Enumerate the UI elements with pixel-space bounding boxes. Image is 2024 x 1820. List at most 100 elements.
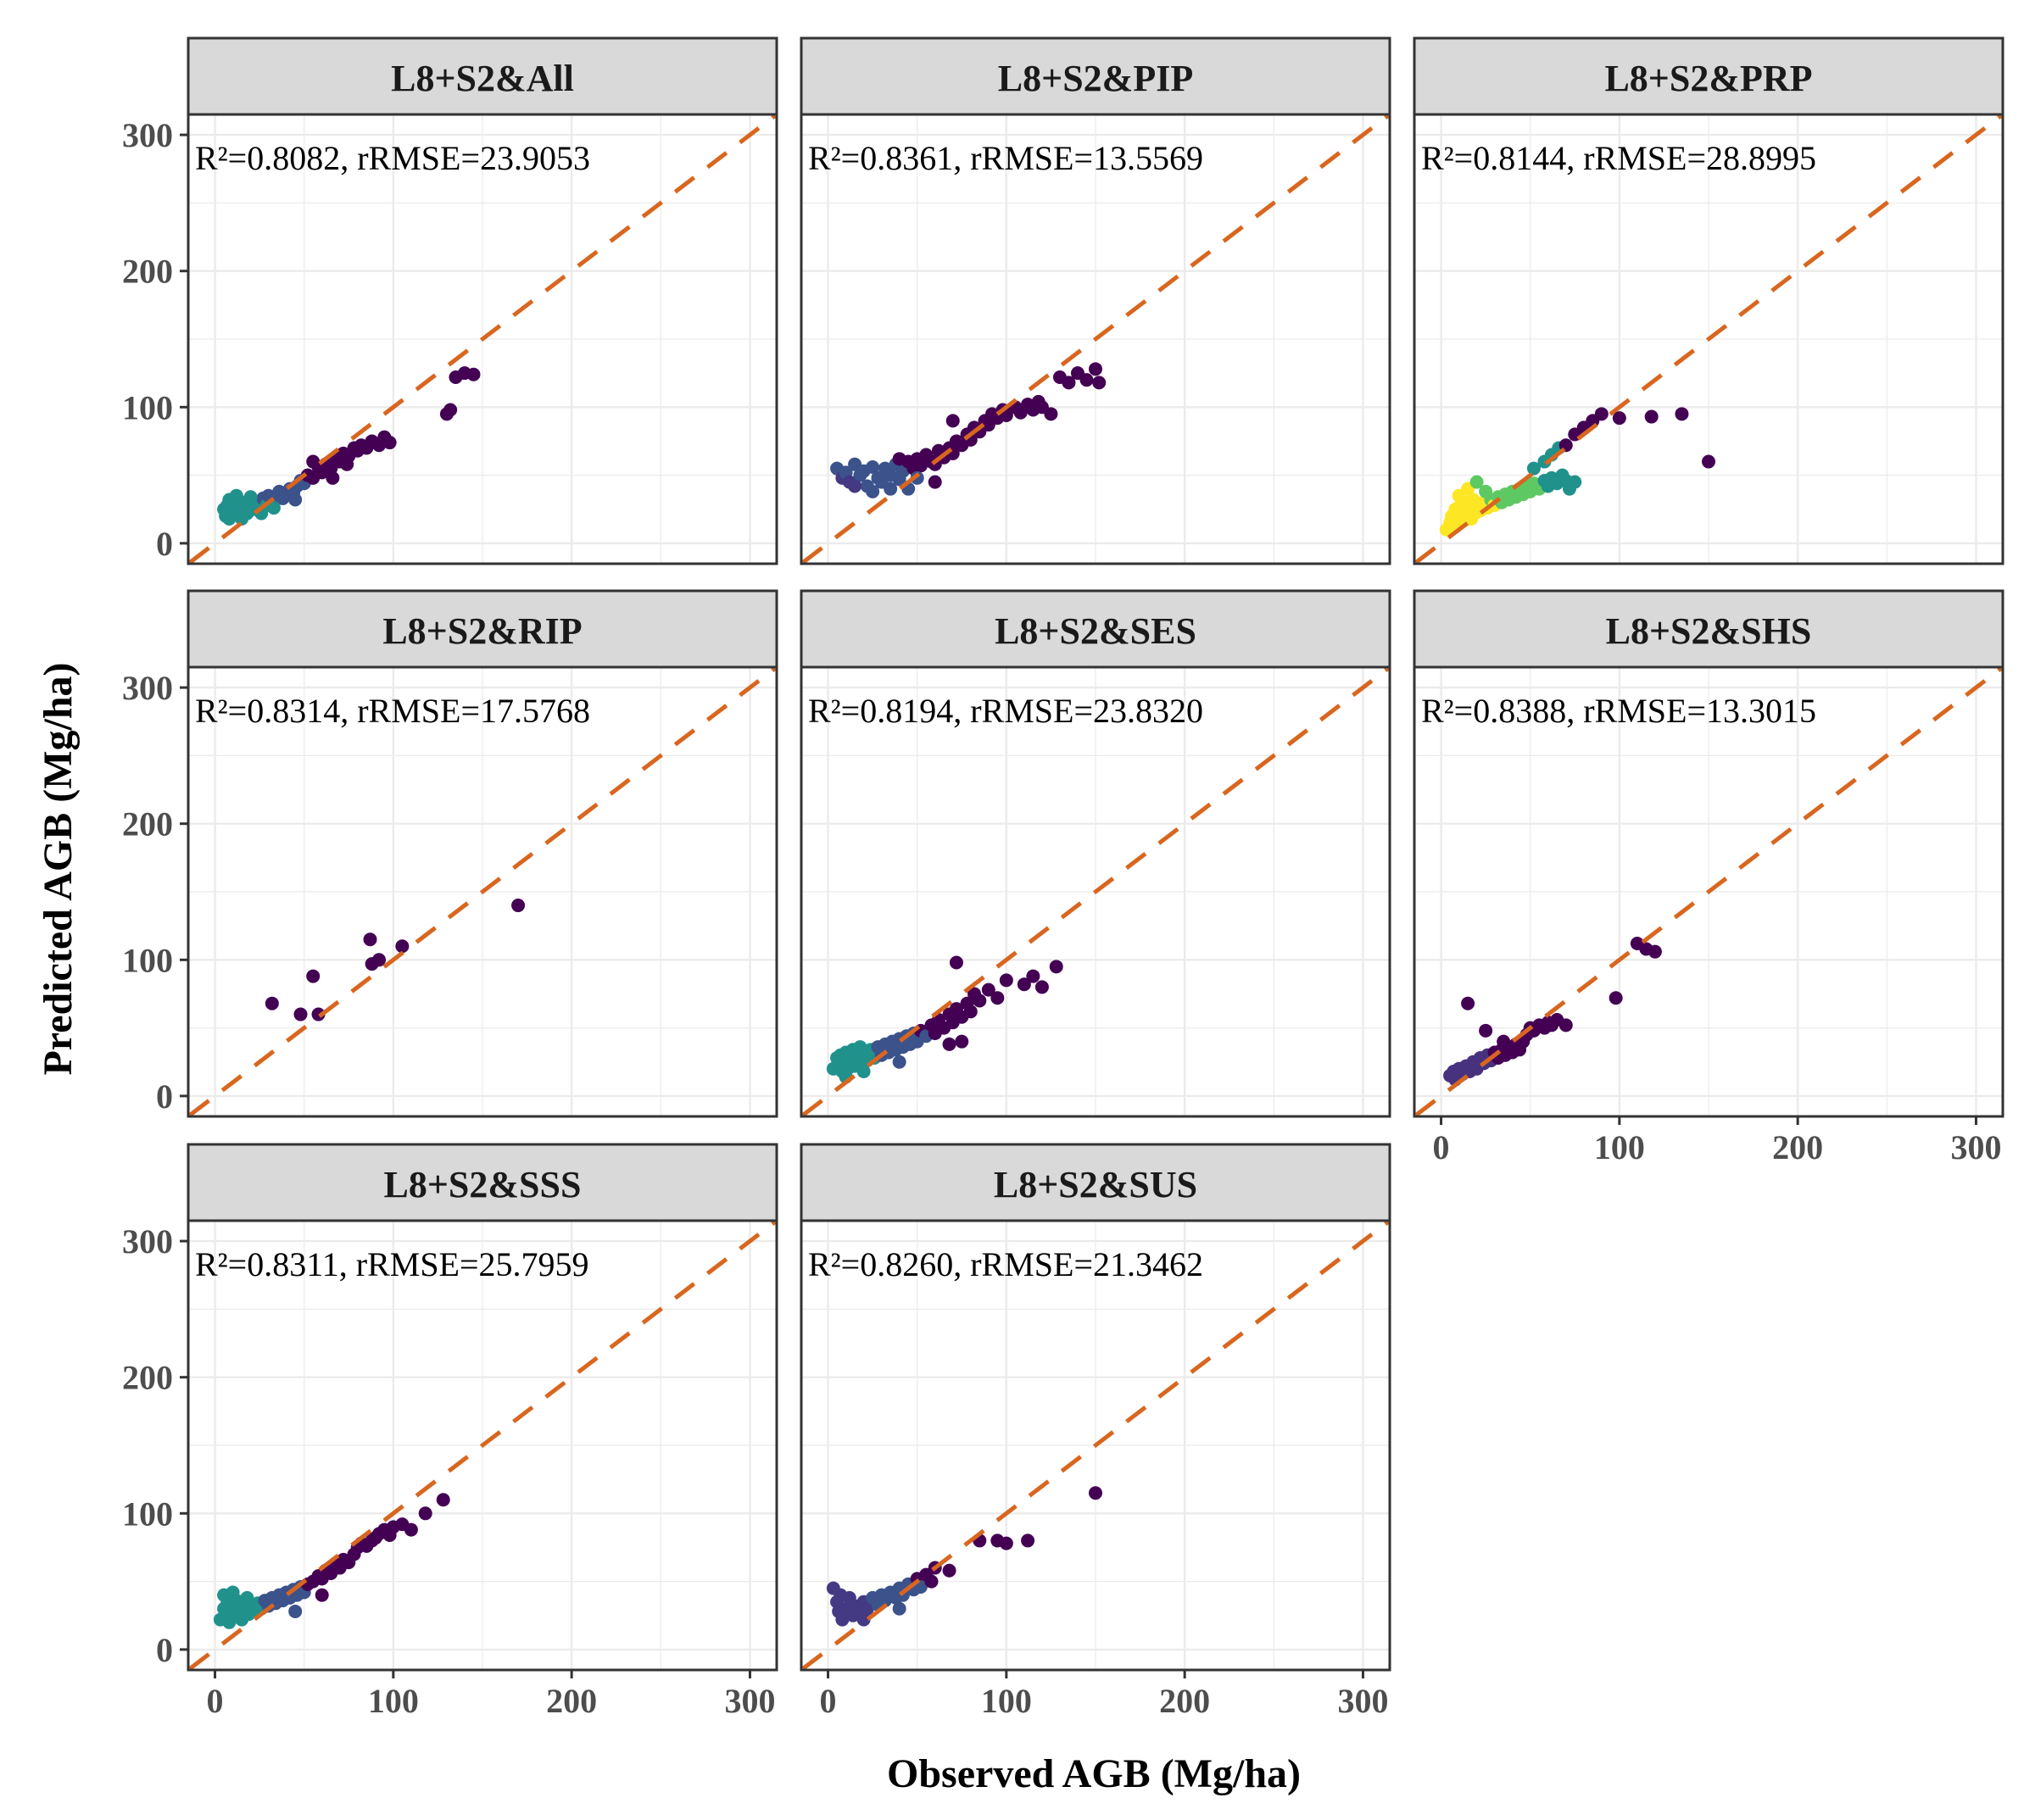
reference-line	[188, 114, 777, 565]
y-tick-label: 0	[156, 1077, 173, 1116]
data-point	[226, 1585, 240, 1600]
data-point	[326, 470, 340, 485]
panel-title: L8+S2&SES	[995, 610, 1196, 652]
data-point	[892, 1601, 906, 1616]
data-point	[1644, 409, 1659, 424]
panel-0: L8+S2&All R²=0.8082, rRMSE=23.9053 0 100 200…	[122, 36, 778, 565]
panel-border	[187, 1219, 778, 1672]
panel-border	[1413, 665, 2004, 1118]
x-axis-title: Observed AGB (Mg/ha)	[887, 1751, 1301, 1796]
panel-title: L8+S2&PRP	[1604, 58, 1812, 99]
reference-line	[801, 114, 1390, 565]
reference-line	[801, 666, 1390, 1117]
data-point	[1558, 1018, 1573, 1032]
data-point	[315, 1588, 329, 1602]
y-tick-label: 100	[122, 388, 173, 426]
panel-title: L8+S2&SHS	[1606, 610, 1812, 652]
data-point	[511, 899, 526, 913]
panel-annotation: R²=0.8082, rRMSE=23.9053	[195, 139, 590, 177]
reference-line	[188, 1220, 777, 1671]
y-tick-label: 0	[156, 1631, 173, 1669]
data-point	[884, 481, 898, 496]
data-point	[293, 1007, 308, 1021]
x-tick-label: 200	[1772, 1128, 1823, 1166]
panel-5: L8+S2&SHS R²=0.8388, rRMSE=13.3015 0 100 200…	[1413, 589, 2004, 1166]
panel-title: L8+S2&SUS	[994, 1164, 1197, 1205]
panel-annotation: R²=0.8388, rRMSE=13.3015	[1421, 692, 1816, 730]
y-tick-label: 200	[122, 253, 173, 291]
data-point	[1044, 407, 1058, 421]
data-point	[942, 1037, 956, 1051]
data-point	[466, 367, 481, 381]
data-point	[288, 493, 303, 507]
panel-7: L8+S2&SUS R²=0.8260, rRMSE=21.3462 0 100 200…	[800, 1143, 1391, 1720]
data-point	[999, 1536, 1013, 1550]
x-tick-label: 0	[207, 1682, 224, 1720]
data-point	[266, 501, 281, 515]
data-point	[1526, 461, 1541, 476]
data-point	[1469, 475, 1484, 489]
data-point	[1497, 1034, 1511, 1049]
panel-annotation: R²=0.8314, rRMSE=17.5768	[195, 692, 590, 730]
y-tick-label: 300	[122, 1222, 173, 1261]
panel-annotation: R²=0.8260, rRMSE=21.3462	[808, 1245, 1203, 1283]
data-point	[866, 484, 880, 498]
x-tick-label: 0	[1433, 1128, 1450, 1166]
data-point	[928, 475, 942, 489]
data-point	[340, 457, 354, 471]
data-point	[235, 512, 249, 526]
panel-annotation: R²=0.8311, rRMSE=25.7959	[195, 1245, 589, 1283]
data-point	[311, 1007, 326, 1021]
y-tick-label: 100	[122, 941, 173, 979]
panel-border	[1413, 113, 2004, 565]
data-point	[1092, 376, 1107, 390]
data-point	[892, 452, 906, 466]
x-tick-label: 100	[368, 1682, 419, 1720]
y-tick-label: 200	[122, 805, 173, 843]
panel-6: L8+S2&SSS R²=0.8311, rRMSE=25.7959 0 100 200…	[122, 1143, 778, 1720]
data-point	[1079, 373, 1094, 387]
reference-line	[801, 1220, 1390, 1671]
panel-strip	[1413, 589, 2004, 669]
y-tick-label: 300	[122, 669, 173, 707]
panel-border	[800, 1219, 1391, 1672]
panel-annotation: R²=0.8194, rRMSE=23.8320	[808, 692, 1203, 730]
y-tick-label: 200	[122, 1359, 173, 1397]
data-point	[835, 1612, 850, 1627]
data-point	[1594, 407, 1609, 421]
data-point	[1479, 484, 1493, 498]
data-point	[1089, 362, 1102, 376]
panel-title: L8+S2&SSS	[384, 1164, 582, 1205]
x-tick-label: 300	[1337, 1682, 1388, 1720]
data-point	[1675, 407, 1689, 421]
y-axis-title: Predicted AGB (Mg/ha)	[36, 662, 81, 1075]
data-point	[942, 1563, 956, 1578]
data-point	[306, 969, 321, 983]
data-point	[860, 1601, 874, 1616]
data-point	[372, 953, 387, 967]
x-tick-label: 100	[1594, 1128, 1645, 1166]
data-point	[990, 991, 1005, 1005]
panel-title: L8+S2&All	[391, 58, 574, 99]
data-point	[913, 459, 928, 473]
data-point	[288, 1604, 303, 1618]
data-point	[1568, 475, 1582, 489]
data-point	[1026, 969, 1040, 983]
data-point	[1702, 454, 1715, 469]
data-point	[856, 1065, 871, 1078]
data-point	[1452, 488, 1466, 503]
data-point	[1479, 1023, 1493, 1038]
data-point	[963, 1005, 978, 1019]
x-tick-label: 100	[981, 1682, 1032, 1720]
reference-line	[1414, 666, 2003, 1117]
y-tick-label: 0	[156, 525, 173, 563]
data-point	[265, 996, 279, 1010]
data-point	[243, 490, 258, 504]
panel-2: L8+S2&PRP R²=0.8144, rRMSE=28.8995	[1413, 36, 2004, 565]
reference-line	[1414, 114, 2003, 565]
panel-1: L8+S2&PIP R²=0.8361, rRMSE=13.5569	[800, 36, 1391, 565]
data-point	[892, 1055, 906, 1069]
data-point	[910, 470, 924, 485]
panel-border	[187, 113, 778, 565]
data-point	[866, 459, 880, 474]
